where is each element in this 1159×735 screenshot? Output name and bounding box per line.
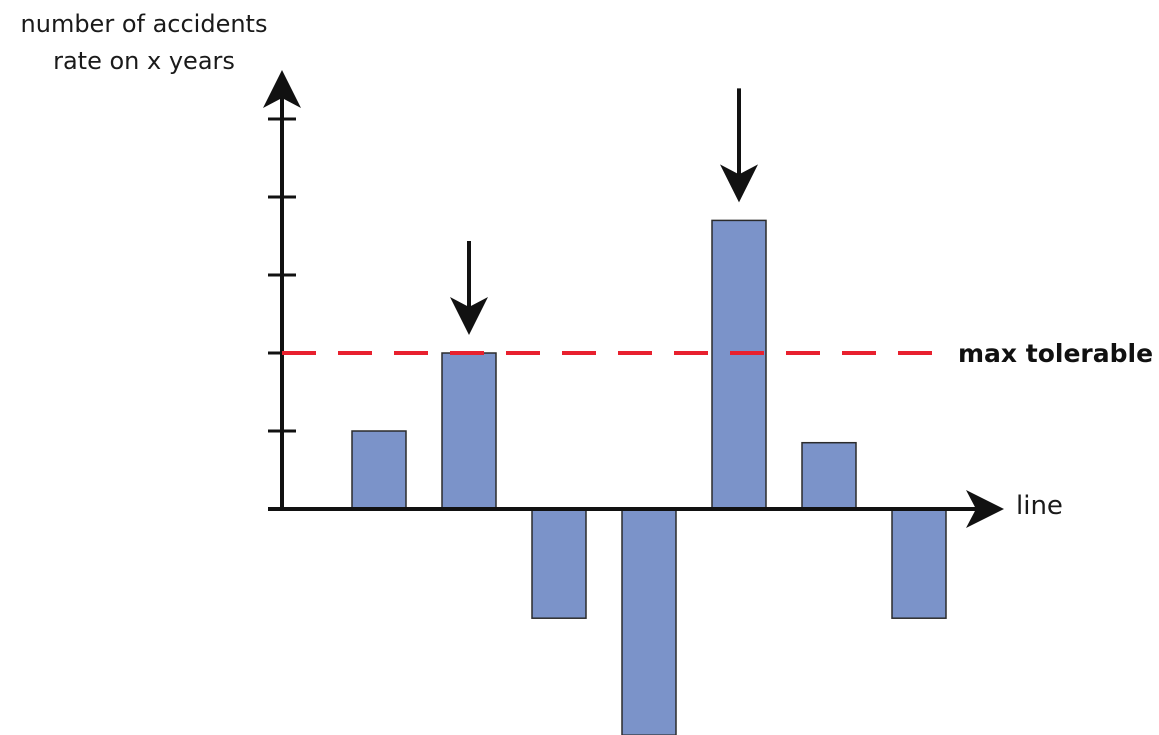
max-tolerable-label: max tolerable: [958, 339, 1153, 368]
bar-7: [891, 508, 947, 619]
highlight-arrow-2: [450, 241, 488, 335]
bar-6: [801, 441, 857, 510]
y-axis-arrowhead: [263, 70, 301, 108]
highlight-arrow-5: [720, 88, 758, 203]
x-axis-label: line: [1016, 491, 1063, 521]
bar-3: [531, 508, 587, 619]
y-axis-label-line-2: rate on x years: [53, 47, 235, 75]
y-axis-label-line-1: number of accidents: [21, 10, 268, 38]
bar-1: [351, 430, 407, 510]
x-axis-arrowhead: [966, 490, 1004, 528]
bar-5: [711, 219, 767, 510]
bar-2: [441, 352, 497, 510]
bar-4: [621, 508, 677, 735]
